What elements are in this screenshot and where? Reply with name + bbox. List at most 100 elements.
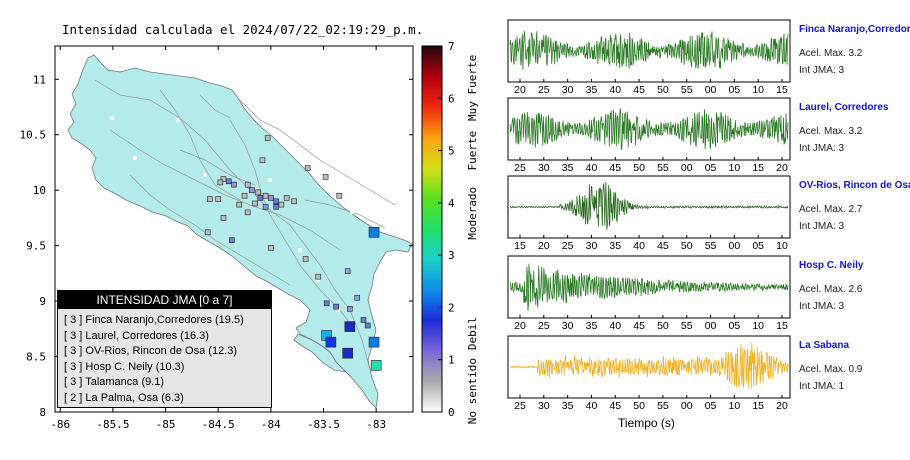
osa-peninsula — [293, 333, 353, 379]
time-tick-label: 45 — [609, 162, 621, 174]
station-jma-intensity: Int JMA: 3 — [799, 143, 845, 154]
station-marker — [354, 294, 360, 301]
time-tick-label: 40 — [586, 400, 598, 412]
time-tick-label: 40 — [633, 240, 645, 252]
colorbar-tick-label: 0 — [448, 406, 455, 419]
station-marker — [220, 215, 227, 221]
time-tick-label: 05 — [705, 162, 717, 174]
time-tick-label: 15 — [776, 320, 788, 332]
time-tick-label: 00 — [705, 320, 717, 332]
time-tick-label: 15 — [776, 84, 788, 96]
time-tick-label: 20 — [514, 320, 526, 332]
time-tick-label: 55 — [681, 84, 693, 96]
map-y-tick-label: 9 — [39, 295, 46, 308]
colorbar-category-label: Debil — [466, 317, 479, 350]
time-tick-label: 15 — [752, 162, 764, 174]
time-tick-label: 50 — [657, 84, 669, 96]
road-network — [94, 79, 396, 371]
station-jma-intensity: Int JMA: 3 — [799, 221, 845, 232]
map-y-tick-label: 8.5 — [26, 351, 46, 364]
station-marker — [255, 189, 262, 196]
waveform-trace — [509, 342, 789, 389]
map-y-axis: 11 10.5 10 9.5 9 8.5 8 — [20, 73, 413, 419]
station-marker — [259, 157, 266, 164]
time-tick-label: 30 — [586, 240, 598, 252]
station-marker — [323, 300, 330, 307]
time-tick-label: 15 — [752, 400, 764, 412]
legend-heading: INTENSIDAD JMA [0 a 7] — [58, 291, 271, 309]
station-marker — [244, 209, 251, 216]
station-marker — [262, 204, 269, 210]
colorbar-category-label: Muy Fuerte — [466, 55, 479, 121]
station-jma-intensity: Int JMA: 1 — [799, 381, 845, 392]
colorbar-ticks: 0 1 2 3 4 5 6 7 — [438, 40, 455, 419]
station-name: OV-Rios, Rincon de Osa — [799, 180, 910, 191]
time-tick-label: 10 — [729, 400, 741, 412]
waveform-trace — [509, 182, 789, 230]
colorbar-tick-label: 2 — [448, 301, 455, 314]
time-tick-label: 35 — [562, 162, 574, 174]
station-marker — [268, 195, 274, 201]
legend-item: [ 2 ] La Palma, Osa (6.3) — [64, 391, 184, 404]
time-tick-label: 35 — [586, 84, 598, 96]
time-tick-label: 25 — [538, 84, 550, 96]
station-marker — [344, 321, 356, 332]
station-max-acceleration: Acel. Max. 0.9 — [799, 364, 863, 375]
station-max-acceleration: Acel. Max. 3.2 — [799, 48, 863, 59]
time-tick-label: 05 — [752, 240, 764, 252]
waveform-trace — [509, 263, 789, 311]
page-title: Intensidad calculada el 2024/07/22_02:19… — [62, 22, 424, 37]
time-tick-label: 30 — [538, 162, 550, 174]
time-tick-label: 55 — [681, 320, 693, 332]
time-tick-label: 35 — [609, 240, 621, 252]
station-marker — [257, 195, 264, 201]
colorbar-tick-label: 7 — [448, 40, 455, 53]
map-x-tick-label: -85.5 — [96, 418, 129, 431]
station-marker — [347, 306, 353, 312]
map-x-tick-label: -83.5 — [307, 418, 340, 431]
time-tick-label: 00 — [681, 162, 693, 174]
map-x-tick-label: -86 — [50, 418, 70, 431]
station-max-acceleration: Acel. Max. 2.6 — [799, 284, 863, 295]
costa-rica-landmass — [67, 54, 413, 409]
time-tick-label: 35 — [562, 400, 574, 412]
legend-item: [ 3 ] Hosp C. Neily (10.3) — [64, 360, 185, 373]
station-marker — [215, 196, 222, 202]
legend-list: [ 3 ] Finca Naranjo,Corredores (19.5) [ 3… — [58, 309, 271, 406]
station-marker — [273, 204, 279, 210]
time-tick-label: 50 — [657, 320, 669, 332]
station-marker — [244, 181, 251, 188]
station-marker — [278, 201, 285, 208]
station-marker — [344, 268, 351, 274]
station-marker — [325, 336, 337, 348]
colorbar-tick-label: 4 — [448, 197, 455, 210]
time-tick-label: 00 — [681, 400, 693, 412]
station-marker — [204, 229, 211, 236]
station-jma-intensity: Int JMA: 3 — [799, 65, 845, 76]
map-x-tick-label: -84.5 — [202, 418, 235, 431]
station-marker — [364, 322, 371, 329]
time-tick-label: 40 — [609, 320, 621, 332]
time-tick-label: 05 — [705, 400, 717, 412]
intensity-colorbar — [421, 45, 443, 413]
station-max-acceleration: Acel. Max. 3.2 — [799, 126, 863, 137]
station-markers — [204, 135, 382, 371]
station-max-acceleration: Acel. Max. 2.7 — [799, 204, 863, 215]
time-tick-label: 45 — [633, 320, 645, 332]
time-tick-label: 50 — [633, 162, 645, 174]
map-x-tick-label: -84 — [261, 418, 281, 431]
map-x-axis: -86 -85.5 -85 -84.5 -84 -83.5 -83 — [50, 46, 386, 431]
colorbar-tick-label: 3 — [448, 249, 455, 262]
legend-item: [ 3 ] Finca Naranjo,Corredores (19.5) — [64, 314, 244, 326]
map-x-tick-label: -85 — [156, 418, 176, 431]
station-marker — [291, 198, 297, 205]
station-name: Laurel, Corredores — [799, 102, 889, 113]
station-marker — [236, 201, 243, 208]
time-tick-label: 10 — [752, 84, 764, 96]
station-marker — [304, 165, 311, 171]
station-marker — [336, 192, 343, 199]
station-marker — [217, 179, 224, 186]
time-tick-label: 40 — [586, 162, 598, 174]
station-marker — [342, 347, 354, 359]
time-tick-label: 25 — [514, 162, 526, 174]
